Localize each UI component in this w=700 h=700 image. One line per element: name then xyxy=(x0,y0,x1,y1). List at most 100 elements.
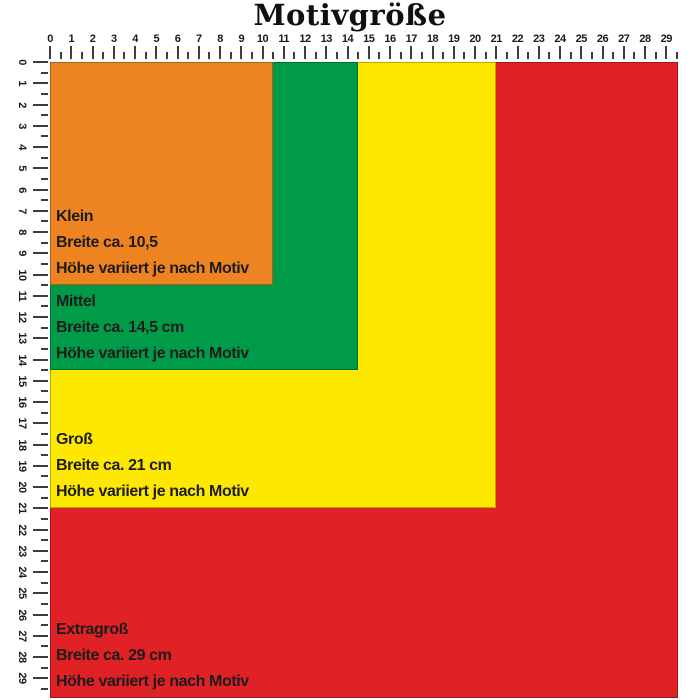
ruler-tick xyxy=(70,46,73,59)
ruler-tick xyxy=(219,46,221,59)
ruler-number: 13 xyxy=(320,33,333,45)
ruler-half-tick xyxy=(41,156,48,159)
ruler-number: 7 xyxy=(16,207,28,214)
size-label-extragross: Extragroß Breite ca. 29 cm Höhe variiert j… xyxy=(56,617,249,695)
size-rect-klein: Klein Breite ca. 10,5 Höhe variiert je nac… xyxy=(50,62,273,285)
ruler-number: 22 xyxy=(16,523,28,536)
ruler-half-tick xyxy=(41,411,48,414)
ruler-half-tick xyxy=(675,52,678,59)
ruler-tick xyxy=(33,316,48,318)
ruler-number: 20 xyxy=(16,481,28,493)
ruler-tick xyxy=(261,46,264,59)
ruler-number: 14 xyxy=(16,353,28,366)
ruler-tick xyxy=(134,46,136,59)
ruler-number: 1 xyxy=(16,80,28,87)
ruler-half-tick xyxy=(41,199,48,202)
ruler-number: 4 xyxy=(132,33,138,45)
ruler-tick xyxy=(91,46,94,59)
ruler-tick xyxy=(33,677,48,680)
size-label-line: Breite ca. 21 cm xyxy=(56,457,172,474)
ruler-tick xyxy=(346,46,349,59)
ruler-tick xyxy=(33,422,48,425)
ruler-tick xyxy=(33,613,48,616)
ruler-tick xyxy=(644,46,646,59)
ruler-half-tick xyxy=(59,52,62,59)
ruler-tick xyxy=(240,46,243,59)
ruler-number: 26 xyxy=(596,33,609,45)
ruler-number: 11 xyxy=(16,290,28,302)
ruler-number: 12 xyxy=(299,33,311,45)
ruler-half-tick xyxy=(41,241,48,244)
ruler-number: 16 xyxy=(384,33,396,45)
ruler-number: 2 xyxy=(16,101,28,108)
ruler-half-tick xyxy=(41,92,48,95)
ruler-tick xyxy=(516,46,519,59)
size-label-line: Breite ca. 10,5 xyxy=(56,234,158,251)
ruler-half-tick xyxy=(548,52,551,59)
ruler-half-tick xyxy=(41,326,48,329)
ruler-tick xyxy=(33,592,48,595)
ruler-half-tick xyxy=(633,52,636,59)
ruler-half-tick xyxy=(41,645,48,648)
ruler-half-tick xyxy=(41,71,48,74)
ruler-tick xyxy=(33,549,48,552)
ruler-tick xyxy=(112,46,115,59)
ruler-half-tick xyxy=(41,114,48,117)
ruler-half-tick xyxy=(123,52,126,59)
size-label-line: Höhe variiert je nach Motiv xyxy=(56,673,249,690)
ruler-tick xyxy=(325,46,328,59)
ruler-half-tick xyxy=(187,52,190,59)
ruler-tick xyxy=(665,46,668,59)
ruler-number: 24 xyxy=(16,566,28,578)
ruler-half-tick xyxy=(357,52,360,59)
ruler-tick xyxy=(601,46,604,59)
ruler-number: 2 xyxy=(89,33,96,45)
ruler-number: 18 xyxy=(426,33,439,45)
ruler-number: 29 xyxy=(16,672,28,684)
ruler-half-tick xyxy=(208,52,211,59)
ruler-tick xyxy=(622,46,625,59)
ruler-half-tick xyxy=(229,52,232,59)
ruler-half-tick xyxy=(420,52,423,59)
ruler-tick xyxy=(33,443,48,446)
size-label-line: Höhe variiert je nach Motiv xyxy=(56,483,249,500)
ruler-half-tick xyxy=(272,52,275,59)
ruler-tick xyxy=(33,528,48,531)
size-label-line: Breite ca. 29 cm xyxy=(56,647,172,664)
ruler-half-tick xyxy=(378,52,381,59)
ruler-half-tick xyxy=(590,52,593,59)
ruler-number: 27 xyxy=(16,630,28,642)
ruler-half-tick xyxy=(41,369,48,372)
ruler-number: 9 xyxy=(238,33,245,45)
ruler-tick xyxy=(33,82,48,85)
ruler-tick xyxy=(580,46,583,59)
ruler-half-tick xyxy=(41,305,48,308)
ruler-half-tick xyxy=(41,347,48,350)
ruler-half-tick xyxy=(41,432,48,435)
ruler-tick xyxy=(49,46,51,59)
ruler-number: 20 xyxy=(469,33,481,45)
ruler-number: 24 xyxy=(554,33,566,45)
size-label-gross: Groß Breite ca. 21 cm Höhe variiert je nac… xyxy=(56,427,249,505)
ruler-number: 5 xyxy=(16,165,28,172)
ruler-tick xyxy=(33,188,48,191)
ruler-tick xyxy=(367,46,370,59)
ruler-tick xyxy=(33,656,48,658)
ruler-half-tick xyxy=(41,581,48,584)
size-label-line: Mittel xyxy=(56,293,96,310)
ruler-number: 8 xyxy=(16,229,28,235)
ruler-number: 18 xyxy=(16,438,28,451)
ruler-tick xyxy=(537,46,540,59)
ruler-tick xyxy=(410,46,413,59)
ruler-tick xyxy=(33,124,48,127)
ruler-half-tick xyxy=(41,262,48,265)
ruler-tick xyxy=(197,46,200,59)
ruler-number: 21 xyxy=(16,502,28,514)
ruler-number: 11 xyxy=(278,33,290,45)
ruler-number: 4 xyxy=(16,144,28,150)
ruler-number: 0 xyxy=(16,59,28,65)
ruler-number: 15 xyxy=(16,375,28,387)
ruler-number: 19 xyxy=(16,460,28,472)
ruler-half-tick xyxy=(463,52,466,59)
ruler-number: 0 xyxy=(47,33,53,45)
